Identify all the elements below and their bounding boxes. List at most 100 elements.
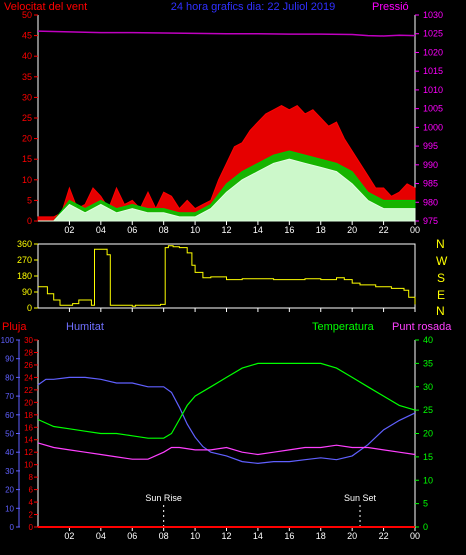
y-left-tick-label: 25 [22,113,32,123]
x-tick-label: 00 [410,225,420,235]
y-right-tick-label: 1005 [423,104,443,114]
y-left-tick-label: 10 [22,175,32,185]
y-tick-label: 90 [22,287,32,297]
x-tick-label: 10 [190,531,200,541]
x-tick-label: 22 [379,225,389,235]
x-tick-label: 04 [96,225,106,235]
x-tick-label: 12 [221,531,231,541]
x-tick-label: 08 [159,531,169,541]
x-tick-label: 16 [284,225,294,235]
y-right-tick-label: 1020 [423,47,443,57]
rain-tick-label: 8 [29,473,34,482]
rain-tick-label: 6 [29,486,34,495]
y-right-tick-label: 975 [423,216,438,226]
x-tick-label: 12 [221,225,231,235]
rain-tick-label: 10 [24,461,33,470]
x-tick-label: 18 [316,531,326,541]
wind-pressure-panel: 0510152025303540455097598098599099510001… [22,10,443,235]
rain-tick-label: 20 [24,398,33,407]
compass-label-n2: N [436,304,445,318]
temp-tick-label: 20 [423,429,433,439]
rain-tick-label: 16 [24,423,33,432]
temp-tick-label: 30 [423,382,433,392]
y-left-tick-label: 0 [27,216,32,226]
rain-tick-label: 12 [24,448,33,457]
rain-tick-label: 0 [29,523,34,532]
y-tick-label: 270 [17,255,32,265]
y-right-tick-label: 990 [423,160,438,170]
humidity-tick-label: 40 [5,448,14,457]
humidity-tick-label: 100 [1,336,15,345]
rain-label: Pluja [2,321,27,333]
series-humitat [37,376,416,465]
x-tick-label: 00 [410,531,420,541]
sun-rise-label: Sun Rise [145,493,182,503]
humidity-tick-label: 60 [5,411,14,420]
y-right-tick-label: 995 [423,141,438,151]
humidity-tick-label: 90 [5,355,14,364]
humidity-tick-label: 70 [5,392,14,401]
y-left-tick-label: 50 [22,10,32,20]
compass-label-n1: N [436,237,445,251]
y-right-tick-label: 1030 [423,10,443,20]
rain-tick-label: 30 [24,336,33,345]
compass-label-w: W [436,254,448,268]
x-tick-label: 20 [347,531,357,541]
x-tick-label: 04 [96,531,106,541]
series-temperatura [37,362,416,439]
series-direction [38,245,416,307]
temp-tick-label: 5 [423,499,428,509]
y-left-tick-label: 45 [22,31,32,41]
y-right-tick-label: 985 [423,179,438,189]
rain-tick-label: 28 [24,348,33,357]
wind-direction-panel: 0 90 180 270 360 [17,239,416,313]
series-wind-average [38,158,416,222]
sun-set-label: Sun Set [344,493,377,503]
y-left-tick-label: 20 [22,134,32,144]
humidity-tick-label: 30 [5,467,14,476]
x-tick-label: 06 [127,531,137,541]
temp-humidity-panel: 0102030405060708090100024681012141618202… [1,335,433,541]
x-tick-label: 18 [316,225,326,235]
x-tick-label: 10 [190,225,200,235]
temp-tick-label: 25 [423,405,433,415]
temp-tick-label: 0 [423,522,428,532]
x-tick-label: 14 [253,531,263,541]
y-tick-label: 360 [17,239,32,249]
humidity-tick-label: 20 [5,486,14,495]
humidity-tick-label: 50 [5,430,14,439]
rain-tick-label: 24 [24,373,33,382]
temp-tick-label: 35 [423,358,433,368]
y-left-tick-label: 35 [22,72,32,82]
compass-label-s: S [437,271,445,285]
humidity-tick-label: 0 [10,523,15,532]
y-left-tick-label: 40 [22,51,32,61]
x-tick-label: 22 [379,531,389,541]
y-left-tick-label: 15 [22,154,32,164]
compass-label-e: E [437,288,445,302]
humidity-tick-label: 80 [5,373,14,382]
x-tick-label: 02 [64,531,74,541]
temperature-label: Temperatura [312,321,375,333]
rain-tick-label: 18 [24,411,33,420]
series-pressure [37,30,416,37]
pressure-title: Pressió [372,1,409,13]
y-right-tick-label: 1000 [423,122,443,132]
dewpoint-label: Punt rosada [392,321,452,333]
y-right-tick-label: 1025 [423,29,443,39]
rain-tick-label: 4 [29,498,34,507]
x-tick-label: 20 [347,225,357,235]
x-tick-label: 06 [127,225,137,235]
y-right-tick-label: 1010 [423,85,443,95]
series-punt-rosada [37,442,416,460]
x-tick-label: 16 [284,531,294,541]
temp-tick-label: 15 [423,452,433,462]
wind-speed-title: Velocitat del vent [4,1,87,13]
y-tick-label: 180 [17,271,32,281]
x-tick-label: 02 [64,225,74,235]
humidity-label: Humitat [66,321,104,333]
y-left-tick-label: 5 [27,195,32,205]
x-tick-label: 08 [159,225,169,235]
